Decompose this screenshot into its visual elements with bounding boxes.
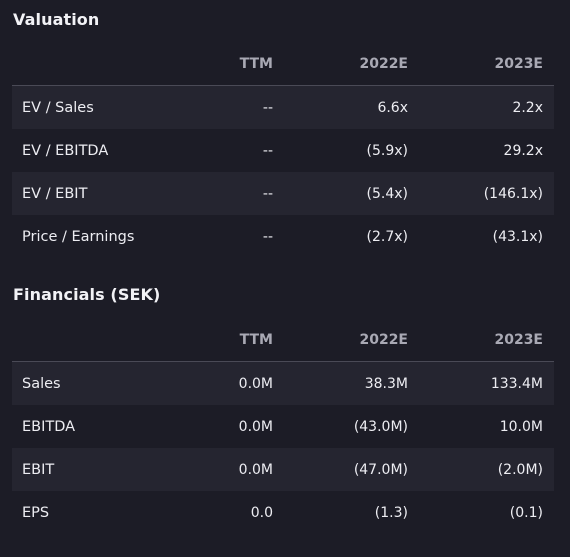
financials-title: Financials (SEK) — [13, 285, 161, 304]
cell-ttm: 0.0 — [250, 504, 273, 521]
cell-2023e: (43.1x) — [492, 228, 543, 245]
cell-2023e: 10.0M — [499, 418, 543, 435]
cell-2022e: (2.7x) — [366, 228, 408, 245]
cell-ttm: -- — [262, 142, 273, 159]
table-row: Sales 0.0M 38.3M 133.4M — [12, 362, 554, 405]
cell-ttm: 0.0M — [238, 375, 273, 392]
column-header-2022e: 2022E — [359, 56, 408, 72]
cell-ttm: -- — [262, 99, 273, 116]
row-label: EV / Sales — [22, 99, 94, 116]
row-label: Price / Earnings — [22, 228, 135, 245]
table-row: EBITDA 0.0M (43.0M) 10.0M — [12, 405, 554, 448]
cell-ttm: 0.0M — [238, 418, 273, 435]
column-header-2023e: 2023E — [494, 332, 543, 348]
row-label: Sales — [22, 375, 61, 392]
row-label: EPS — [22, 504, 50, 521]
cell-2022e: (43.0M) — [353, 418, 408, 435]
cell-2022e: (1.3) — [374, 504, 408, 521]
table-row: EV / EBITDA -- (5.9x) 29.2x — [12, 129, 554, 172]
row-label: EV / EBITDA — [22, 142, 109, 159]
financials-table: TTM 2022E 2023E Sales 0.0M 38.3M 133.4M … — [12, 319, 554, 534]
row-label: EBITDA — [22, 418, 76, 435]
cell-2022e: 38.3M — [364, 375, 408, 392]
valuation-table: TTM 2022E 2023E EV / Sales -- 6.6x 2.2x … — [12, 43, 554, 258]
table-row: EV / Sales -- 6.6x 2.2x — [12, 86, 554, 129]
cell-ttm: -- — [262, 185, 273, 202]
cell-ttm: -- — [262, 228, 273, 245]
table-header: TTM 2022E 2023E — [12, 319, 554, 362]
cell-ttm: 0.0M — [238, 461, 273, 478]
table-header: TTM 2022E 2023E — [12, 43, 554, 86]
table-row: EBIT 0.0M (47.0M) (2.0M) — [12, 448, 554, 491]
cell-2022e: 6.6x — [377, 99, 408, 116]
column-header-ttm: TTM — [239, 332, 273, 348]
row-label: EBIT — [22, 461, 55, 478]
cell-2022e: (5.9x) — [366, 142, 408, 159]
row-label: EV / EBIT — [22, 185, 88, 202]
cell-2022e: (5.4x) — [366, 185, 408, 202]
cell-2023e: 2.2x — [512, 99, 543, 116]
column-header-2023e: 2023E — [494, 56, 543, 72]
column-header-ttm: TTM — [239, 56, 273, 72]
cell-2023e: (146.1x) — [483, 185, 543, 202]
cell-2022e: (47.0M) — [353, 461, 408, 478]
cell-2023e: 29.2x — [503, 142, 543, 159]
table-row: EPS 0.0 (1.3) (0.1) — [12, 491, 554, 534]
cell-2023e: (0.1) — [509, 504, 543, 521]
cell-2023e: 133.4M — [490, 375, 543, 392]
valuation-title: Valuation — [13, 10, 100, 29]
table-row: Price / Earnings -- (2.7x) (43.1x) — [12, 215, 554, 258]
table-row: EV / EBIT -- (5.4x) (146.1x) — [12, 172, 554, 215]
column-header-2022e: 2022E — [359, 332, 408, 348]
cell-2023e: (2.0M) — [497, 461, 543, 478]
